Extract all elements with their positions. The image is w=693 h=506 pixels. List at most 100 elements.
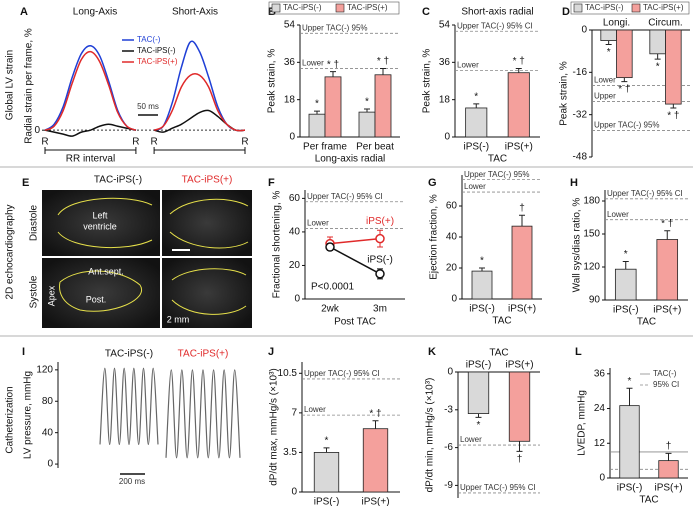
annotation: * [365,97,369,108]
y-axis-label: Peak strain, % [267,49,278,114]
scale-label: 50 ms [137,102,159,111]
panel-letter: H [570,177,578,189]
annotation: * † [369,408,381,419]
bar [508,371,531,442]
annotation: ventricle [83,221,117,231]
annotation: * [325,436,329,447]
error-bar [621,77,628,83]
y-tick-label: 24 [594,403,606,414]
y-tick-label: 18 [284,94,296,105]
y-axis-label: Ejection fraction, % [429,194,440,280]
error-bar [473,103,480,108]
x-tick-label: iPS(+) [505,360,533,371]
reference-label: Lower [464,182,486,191]
panel-letter: E [22,177,29,189]
row-title: Diastole [29,205,40,242]
y-tick-label: 180 [583,196,600,207]
reference-label: Upper TAC(-) 95% [464,170,530,179]
x-tick-label: Longi. [603,18,630,29]
x-group-label: TAC [637,317,656,328]
error-bar [479,267,485,272]
error-bar [475,413,482,418]
error-bar [364,108,370,113]
bar [656,239,679,301]
annotation: Post. [86,294,107,304]
y-tick-label: 60 [289,193,301,204]
reference-label: Lower [460,435,482,444]
panel-letter: C [422,6,430,18]
row-label: Catheterization [5,386,16,453]
panel-letter: G [428,177,437,189]
row-title: Systole [29,275,40,308]
x-group-label: Post TAC [334,317,376,328]
y-tick-label: 120 [583,262,600,273]
bar [471,270,493,300]
reference-label: Upper TAC(-) 95% CI [307,192,383,201]
error-bar [664,230,671,240]
y-tick-label: 18 [439,94,451,105]
panel-letter: L [575,346,582,358]
annotation: * † [327,59,339,70]
reference-label: Lower [457,61,479,70]
bar [362,428,389,493]
error-bar [516,441,523,452]
y-tick-label: 0 [289,132,295,143]
bar [308,113,326,138]
legend-label: TAC-iPS(+) [643,3,684,12]
y-tick-label: 0 [447,367,453,378]
scale-label: 2 mm [167,314,190,324]
series-label: iPS(+) [366,216,394,227]
annotation: * † [513,56,525,67]
column-title: TAC-iPS(+) [182,175,233,186]
chart-title: Short-axis radial [461,7,533,18]
y-axis-label: LV pressure, mmHg [23,371,34,459]
bar [324,76,342,138]
y-tick-label: 20 [289,260,301,271]
echo-image [162,190,252,256]
chart-title: Long-Axis [73,7,117,18]
error-bar [605,40,612,46]
error-bar [515,68,522,73]
annotation: * [315,99,319,110]
bar [374,74,392,138]
error-bar [654,53,661,60]
y-tick-label: 40 [42,427,54,438]
x-tick-label: iPS(+) [508,304,536,315]
bar [614,268,637,301]
annotation: * † [667,111,679,122]
x-tick-label: iPS(-) [463,142,489,153]
reference-label: Lower [302,59,324,68]
x-tick-label: iPS(-) [466,360,492,371]
series-line [44,109,246,137]
bar [600,29,617,41]
echo-panel: E TAC-iPS(-) TAC-iPS(+) Diastole Systole… [22,175,252,328]
error-bar [372,420,379,429]
reference-label: Lower [607,210,629,219]
x-tick-label: Per beat [356,142,394,153]
y-tick-label: 40 [446,232,458,243]
bar [619,405,640,479]
y-tick-label: 0 [451,294,457,305]
chart-title: TAC-iPS(-) [105,349,153,360]
y-axis-label: dP/dt max, mmHg/s (×10³) [269,368,280,486]
legend-box [268,1,400,15]
y-tick-label: 3.5 [283,447,297,458]
r-mark: R [132,137,139,148]
r-mark: R [150,137,157,148]
error-bar [330,71,336,77]
point [325,242,335,252]
point [375,269,385,279]
reference-label: Lower [307,219,329,228]
reference-label: Upper TAC(-) 95% CI [457,21,533,30]
x-tick-label: Per frame [303,142,347,153]
x-group-label: TAC [492,316,511,327]
bar [649,29,666,55]
reference-label: Lower [594,76,616,85]
y-tick-label: 60 [446,201,458,212]
y-axis-label: Wall sys/dias ratio, % [572,198,583,293]
panel-letter: I [22,346,25,358]
echo-image [42,258,160,328]
annotation: * [624,249,628,260]
chart-title: Short-Axis [172,7,218,18]
